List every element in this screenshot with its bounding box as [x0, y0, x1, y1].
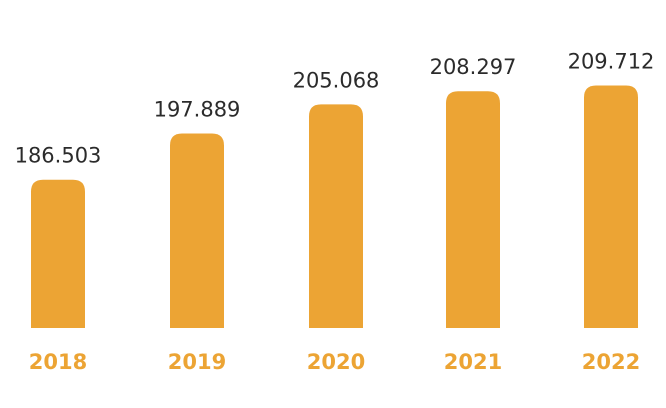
value-label-2018: 186.503: [15, 144, 102, 168]
x-tick-label-2019: 2019: [168, 350, 226, 374]
value-labels-layer: 186.503 197.889 205.068 208.297 209.712: [15, 49, 655, 167]
x-tick-label-2022: 2022: [582, 350, 640, 374]
bar-2020: [309, 104, 363, 328]
value-label-2021: 208.297: [430, 55, 517, 79]
bars-layer: [31, 85, 638, 329]
bar-2021: [446, 91, 500, 329]
value-label-2020: 205.068: [293, 68, 380, 92]
bar-2019: [170, 133, 224, 328]
x-tick-labels-layer: 2018 2019 2020 2021 2022: [29, 350, 640, 374]
x-tick-label-2018: 2018: [29, 350, 87, 374]
x-tick-label-2020: 2020: [307, 350, 365, 374]
bar-2018: [31, 179, 85, 328]
x-tick-label-2021: 2021: [444, 350, 502, 374]
bar-2022: [584, 85, 638, 328]
value-label-2022: 209.712: [568, 49, 655, 73]
value-label-2019: 197.889: [154, 97, 241, 121]
